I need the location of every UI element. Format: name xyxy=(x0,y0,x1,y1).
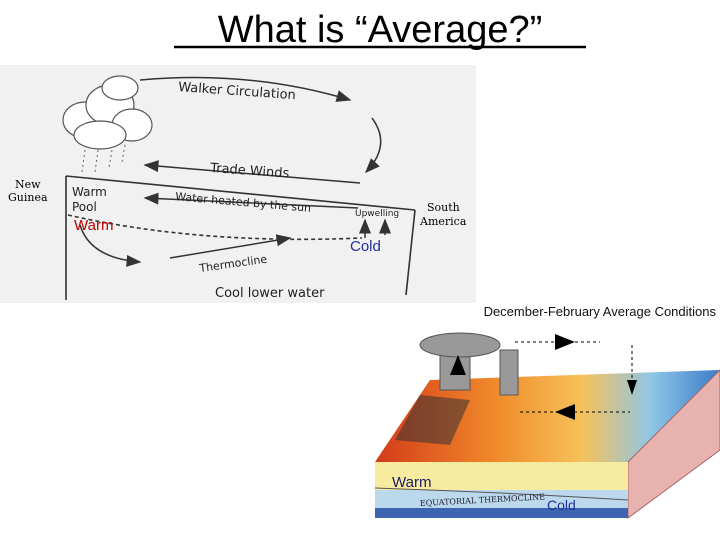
rain xyxy=(81,144,126,173)
walker-diagram: Walker Circulation Trade Winds New Guinea… xyxy=(0,65,476,303)
ocean-lines xyxy=(65,175,416,300)
land xyxy=(395,395,470,445)
label-warm-pool: Warm Pool xyxy=(72,185,107,214)
arrow-down xyxy=(627,380,637,395)
arrow-east xyxy=(555,334,575,350)
thermocline-line xyxy=(374,487,629,501)
arrows xyxy=(79,76,391,267)
label-warm-2: Warm xyxy=(392,474,431,491)
deep-layer xyxy=(375,508,628,518)
caption: December-February Average Conditions xyxy=(484,304,717,319)
label-upwelling: Upwelling xyxy=(355,209,399,219)
arrow-up xyxy=(450,355,466,375)
warm-layer xyxy=(375,462,628,490)
label-new-guinea: New Guinea xyxy=(8,178,48,204)
slide-title: What is “Average?” xyxy=(218,9,543,51)
label-cool-lower-water: Cool lower water xyxy=(215,286,325,301)
label-trade-winds: Trade Winds xyxy=(209,161,290,182)
label-south-america: South America xyxy=(419,201,467,228)
cool-layer xyxy=(375,490,628,508)
label-cold-2: Cold xyxy=(547,497,576,513)
ocean-block: Warm EQUATORIAL THERMOCLINE Cold xyxy=(374,332,720,519)
sea-surface xyxy=(375,370,720,462)
convection-cloud xyxy=(419,332,519,396)
label-cold: Cold xyxy=(350,238,381,255)
arrow-west xyxy=(555,404,575,420)
cloud xyxy=(62,75,153,150)
label-warm: Warm xyxy=(74,217,113,234)
